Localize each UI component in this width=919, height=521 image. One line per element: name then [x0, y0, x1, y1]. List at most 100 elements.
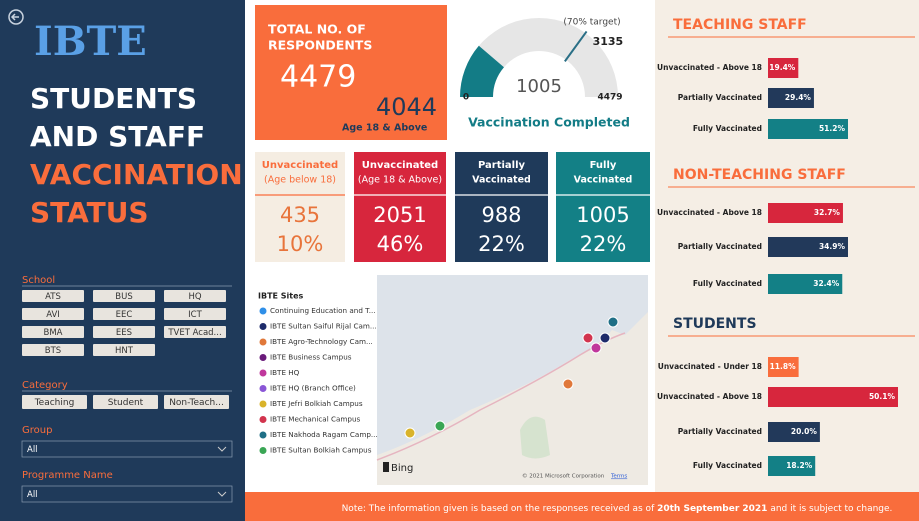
filter-button-label: EEC [116, 310, 133, 320]
gauge-target-label: 3135 [593, 35, 624, 48]
filter-button-label: ICT [188, 310, 202, 320]
filter-label: School [22, 275, 55, 286]
footer-note: Note: The information given is based on … [342, 504, 893, 514]
bar-category: Partially Vaccinated [678, 427, 762, 436]
sidebar-title: AND STAFF [30, 120, 205, 153]
dropdown[interactable] [22, 486, 232, 502]
legend-title: IBTE Sites [258, 292, 304, 301]
legend-label: IBTE Sultan Bolkiah Campus [270, 446, 372, 455]
map-pin[interactable] [608, 317, 618, 327]
card-subtitle: (Age below 18) [264, 175, 336, 186]
dashboard: IBTE STUDENTS AND STAFF VACCINATION STATUS Sc… [0, 0, 919, 521]
gauge-target-caption: (70% target) [563, 18, 620, 28]
chart-title: NON-TEACHING STAFF [673, 167, 846, 183]
bar-value-label: 11.8% [770, 362, 797, 371]
card-percent: 22% [580, 232, 627, 256]
legend-swatch [260, 401, 267, 408]
map-pin[interactable] [435, 421, 445, 431]
card-count: 435 [280, 203, 320, 227]
card-count: 1005 [576, 203, 629, 227]
card-subtitle: (Age 18 & Above) [358, 175, 442, 186]
card-title: Unvaccinated [362, 160, 438, 171]
bar-category: Fully Vaccinated [693, 461, 762, 470]
bar-value-label: 20.0% [791, 427, 818, 436]
legend-label: IBTE Nakhoda Ragam Camp... [270, 430, 378, 439]
adult-label: Age 18 & Above [342, 123, 427, 134]
legend-label: IBTE HQ [270, 368, 300, 377]
map-copyright: © 2021 Microsoft Corporation [522, 473, 605, 480]
footer-note-after: and it is subject to change. [767, 504, 892, 514]
legend-swatch [260, 323, 267, 330]
bar-category: Unvaccinated - Above 18 [657, 208, 762, 217]
map [377, 275, 648, 485]
sidebar-title: STUDENTS [30, 82, 197, 115]
card-subtitle: Vaccinated [472, 175, 531, 186]
legend-label: IBTE Business Campus [270, 353, 352, 362]
bar-value-label: 19.4% [769, 63, 796, 72]
map-provider: Bing [391, 463, 413, 474]
card-percent: 22% [478, 232, 525, 256]
bar-value-label: 29.4% [785, 93, 812, 102]
filter-button-label: Non-Teach... [169, 398, 224, 408]
sidebar-title: STATUS [30, 196, 149, 229]
bar-value-label: 34.9% [819, 242, 846, 251]
filter-button-label: EES [116, 328, 132, 338]
bar-value-label: 32.4% [813, 279, 840, 288]
filter-label: Group [22, 425, 52, 436]
legend-label: IBTE Agro-Technology Cam... [270, 337, 373, 346]
sidebar-title: VACCINATION [30, 158, 243, 191]
filter-button-label: Teaching [34, 398, 75, 408]
gauge-value-label: 1005 [516, 76, 562, 97]
card-title: Unvaccinated [262, 160, 338, 171]
chart-title: STUDENTS [673, 316, 757, 332]
bar-value-label: 51.2% [819, 124, 846, 133]
dropdown-value: All [27, 445, 38, 455]
bar-category: Fully Vaccinated [693, 124, 762, 133]
map-pin[interactable] [563, 379, 573, 389]
total-title: TOTAL NO. OF [268, 22, 366, 37]
bar-category: Unvaccinated - Under 18 [658, 362, 762, 371]
filter-label: Programme Name [22, 470, 113, 481]
legend-swatch [260, 385, 267, 392]
bar-category: Fully Vaccinated [693, 279, 762, 288]
legend-label: IBTE Sultan Saiful Rijal Cam... [270, 322, 377, 331]
filter-button-label: TVET Acad... [167, 328, 221, 338]
bar-category: Partially Vaccinated [678, 242, 762, 251]
footer-note-before: Note: The information given is based on … [342, 504, 658, 514]
map-pin[interactable] [591, 343, 601, 353]
map-pin[interactable] [405, 428, 415, 438]
legend-swatch [260, 370, 267, 377]
chart-title: TEACHING STAFF [673, 17, 807, 33]
bar-value-label: 18.2% [786, 461, 813, 470]
bing-icon [383, 462, 389, 472]
filter-button-label: Student [108, 398, 144, 408]
legend-swatch [260, 416, 267, 423]
page: { "sidebar": { "logo": "IBTE", "title_li… [0, 0, 919, 521]
card-count: 2051 [373, 203, 426, 227]
dropdown-value: All [27, 490, 38, 500]
gauge-min: 0 [463, 93, 469, 103]
map-pin[interactable] [600, 333, 610, 343]
logo: IBTE [34, 18, 147, 65]
footer-date: 20th September 2021 [657, 504, 767, 514]
legend-swatch [260, 432, 267, 439]
card-title: Fully [590, 160, 617, 171]
legend-swatch [260, 339, 267, 346]
filter-button-label: BMA [44, 328, 63, 338]
bar-value-label: 50.1% [869, 392, 896, 401]
card-percent: 46% [377, 232, 424, 256]
filter-button-label: ATS [45, 292, 61, 302]
total-count: 4479 [280, 60, 356, 95]
gauge-title: Vaccination Completed [468, 115, 630, 130]
gauge-max: 4479 [597, 93, 622, 103]
legend-label: Continuing Education and T... [270, 306, 376, 315]
bar-category: Unvaccinated - Above 18 [657, 392, 762, 401]
dropdown[interactable] [22, 441, 232, 457]
legend-label: IBTE Jefri Bolkiah Campus [270, 399, 363, 408]
legend-label: IBTE Mechanical Campus [270, 415, 361, 424]
filter-button-label: HQ [188, 292, 201, 302]
card-percent: 10% [277, 232, 324, 256]
total-title: RESPONDENTS [268, 38, 372, 53]
map-pin[interactable] [583, 333, 593, 343]
map-terms: Terms [610, 474, 627, 480]
